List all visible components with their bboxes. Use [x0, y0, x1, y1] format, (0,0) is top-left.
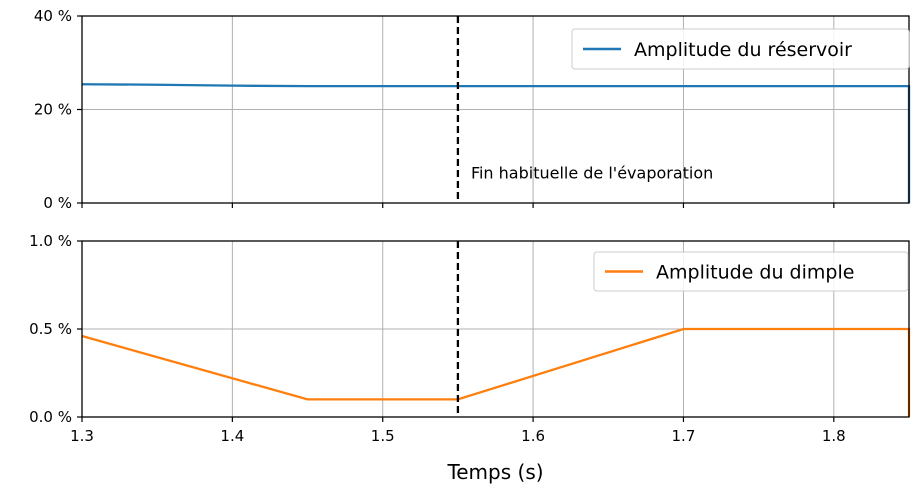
y-tick-label: 20 %: [34, 101, 72, 119]
reservoir-legend: Amplitude du réservoir: [571, 28, 910, 70]
x-tick-label: 1.8: [822, 427, 846, 445]
dimple-legend-box: [593, 251, 909, 292]
reservoir-panel: 0 % 20 % 40 % Fin habituelle de l'évaporat…: [34, 7, 911, 212]
x-tick-label: 1.6: [521, 427, 545, 445]
y-tick-label: 0.5 %: [29, 320, 72, 338]
x-tick-label: 1.3: [70, 427, 94, 445]
x-tick-label: 1.5: [371, 427, 395, 445]
dimple-x-ticks: 1.3 1.4 1.5 1.6 1.7 1.8: [70, 417, 846, 445]
y-tick-label: 1.0 %: [29, 232, 72, 250]
x-tick-label: 1.4: [220, 427, 244, 445]
dimple-series: [81, 327, 911, 417]
dimple-panel: 0.0 % 0.5 % 1.0 % 1.3 1.4 1.5 1.6 1.7 1.8 Ampli…: [29, 232, 911, 445]
x-tick-label: 1.7: [672, 427, 696, 445]
reservoir-legend-box: [571, 28, 910, 70]
y-tick-label: 0.0 %: [29, 408, 72, 426]
y-tick-label: 40 %: [34, 7, 72, 25]
series-line: [81, 83, 911, 203]
reservoir-legend-label: Amplitude du réservoir: [634, 39, 852, 61]
dimple-legend: Amplitude du dimple: [593, 251, 909, 292]
series-line: [81, 327, 911, 417]
reservoir-y-ticks: 0 % 20 % 40 %: [34, 7, 82, 212]
x-axis-title: Temps (s): [446, 460, 543, 484]
reservoir-series: [81, 83, 911, 203]
reservoir-x-ticks: [81, 203, 835, 208]
dimple-legend-label: Amplitude du dimple: [656, 262, 854, 284]
evaporation-annotation: Fin habituelle de l'évaporation: [471, 164, 713, 183]
y-tick-label: 0 %: [43, 194, 72, 212]
dimple-y-ticks: 0.0 % 0.5 % 1.0 %: [29, 232, 82, 426]
